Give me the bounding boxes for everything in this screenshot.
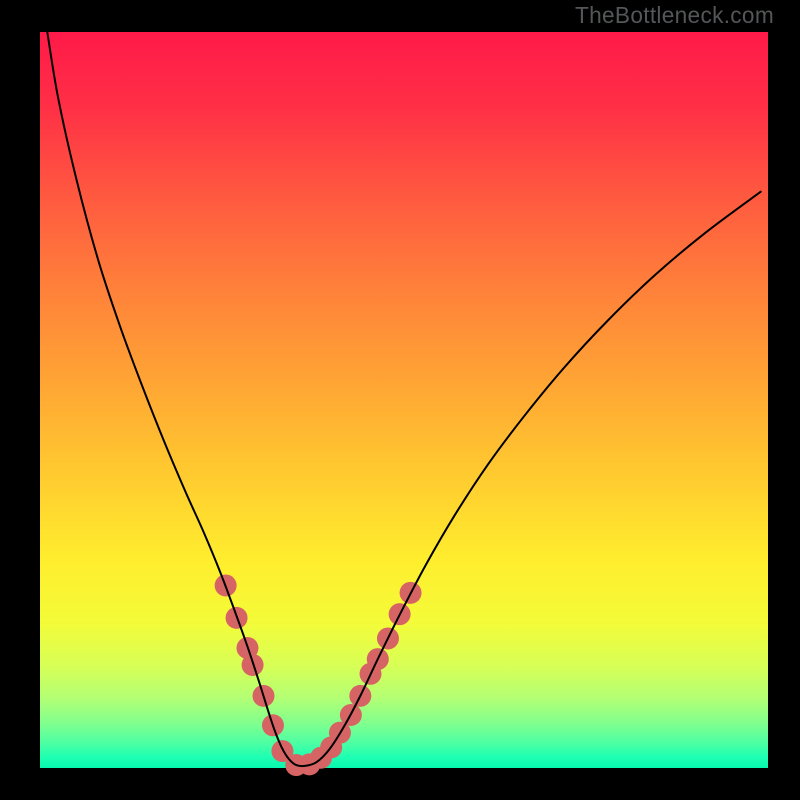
chart-stage: TheBottleneck.com bbox=[0, 0, 800, 800]
watermark-text: TheBottleneck.com bbox=[575, 2, 774, 29]
chart-background-gradient bbox=[40, 32, 768, 768]
